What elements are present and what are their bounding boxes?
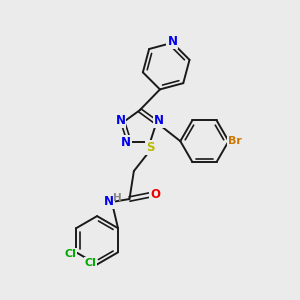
Text: S: S xyxy=(146,141,154,154)
Text: Cl: Cl xyxy=(85,258,97,268)
Text: N: N xyxy=(116,115,125,128)
Text: H: H xyxy=(113,194,122,203)
Text: Br: Br xyxy=(228,136,242,146)
Text: N: N xyxy=(154,115,164,128)
Text: N: N xyxy=(104,196,114,208)
Text: Cl: Cl xyxy=(64,249,76,259)
Text: N: N xyxy=(122,136,131,149)
Text: N: N xyxy=(167,35,177,48)
Text: O: O xyxy=(150,188,160,201)
